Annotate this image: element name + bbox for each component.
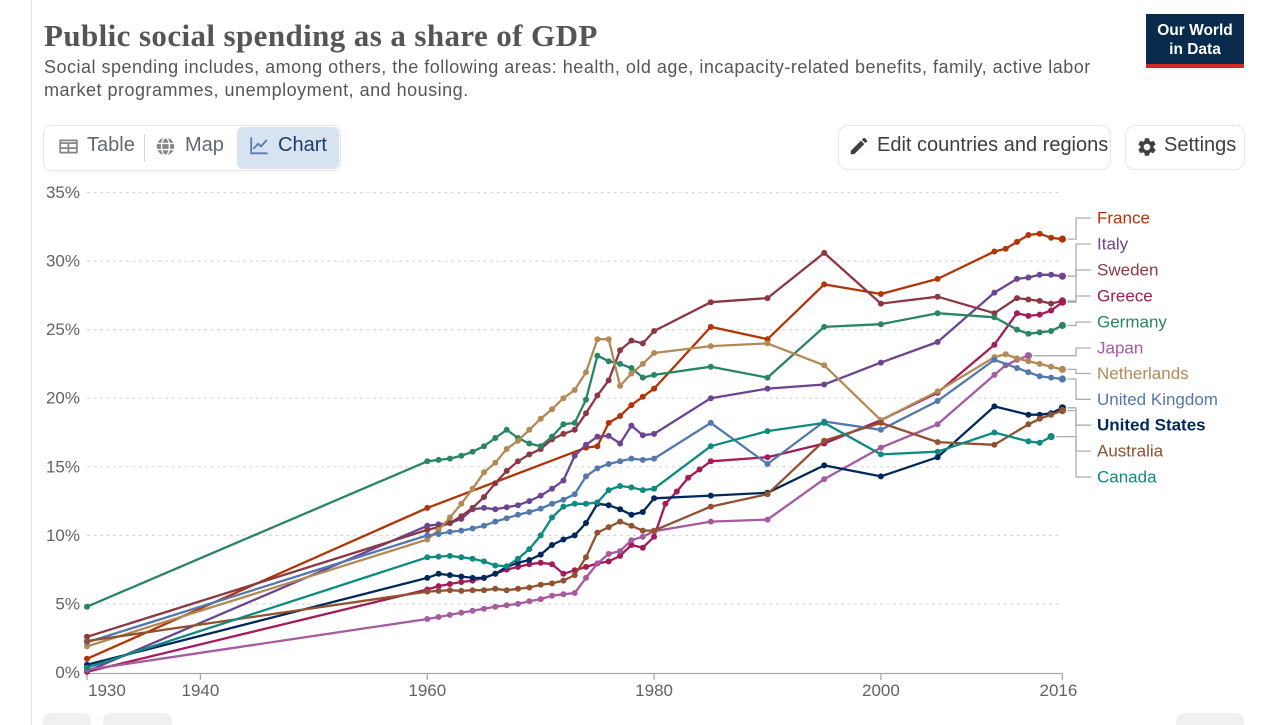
svg-text:1960: 1960	[408, 681, 446, 700]
svg-text:Australia: Australia	[1097, 442, 1164, 461]
svg-text:1930: 1930	[88, 681, 126, 700]
svg-text:United States: United States	[1097, 416, 1206, 435]
svg-text:Japan: Japan	[1097, 339, 1143, 358]
svg-text:25%: 25%	[46, 320, 80, 339]
svg-text:Sweden: Sweden	[1097, 261, 1158, 280]
svg-text:1940: 1940	[181, 681, 219, 700]
svg-text:Italy: Italy	[1097, 235, 1129, 254]
svg-text:20%: 20%	[46, 389, 80, 408]
svg-text:30%: 30%	[46, 252, 80, 271]
svg-text:10%: 10%	[46, 526, 80, 545]
svg-text:France: France	[1097, 209, 1150, 228]
svg-text:Greece: Greece	[1097, 287, 1153, 306]
svg-text:United Kingdom: United Kingdom	[1097, 390, 1218, 409]
svg-text:0%: 0%	[55, 663, 80, 682]
svg-text:35%: 35%	[46, 183, 80, 202]
svg-text:Germany: Germany	[1097, 313, 1167, 332]
svg-text:Netherlands: Netherlands	[1097, 364, 1189, 383]
svg-text:2000: 2000	[862, 681, 900, 700]
svg-text:2016: 2016	[1039, 681, 1077, 700]
svg-text:Canada: Canada	[1097, 468, 1157, 487]
svg-text:15%: 15%	[46, 457, 80, 476]
svg-text:5%: 5%	[55, 594, 80, 613]
svg-text:1980: 1980	[635, 681, 673, 700]
